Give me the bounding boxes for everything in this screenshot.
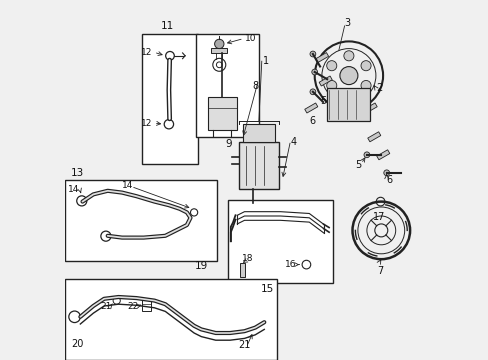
Bar — [239, 142, 278, 189]
Circle shape — [309, 51, 315, 57]
Circle shape — [309, 89, 315, 95]
Text: 5: 5 — [354, 160, 361, 170]
Circle shape — [326, 60, 336, 71]
Text: 17: 17 — [372, 212, 385, 222]
Bar — [376, 150, 389, 160]
Bar — [142, 34, 197, 164]
Text: 18: 18 — [241, 254, 253, 263]
Text: 21: 21 — [100, 302, 111, 311]
Bar — [228, 200, 332, 283]
Text: 12: 12 — [141, 48, 152, 57]
Bar — [240, 263, 244, 277]
Text: 9: 9 — [224, 139, 231, 149]
Text: 7: 7 — [376, 266, 383, 276]
Circle shape — [383, 170, 389, 176]
Text: 19: 19 — [194, 261, 207, 271]
Text: 2: 2 — [375, 83, 381, 93]
Bar — [319, 76, 331, 86]
Text: 1: 1 — [262, 56, 268, 66]
Bar — [315, 53, 328, 63]
Text: 13: 13 — [71, 168, 84, 178]
Bar — [142, 299, 151, 311]
Circle shape — [363, 152, 369, 158]
Circle shape — [339, 67, 357, 85]
Text: 14: 14 — [122, 181, 133, 190]
Circle shape — [326, 80, 336, 91]
Circle shape — [214, 39, 224, 49]
Bar — [364, 103, 376, 113]
Text: 16: 16 — [285, 260, 296, 269]
Text: 11: 11 — [160, 21, 173, 31]
Text: 8: 8 — [251, 81, 258, 91]
Text: 3: 3 — [344, 18, 350, 28]
Text: 4: 4 — [290, 137, 296, 147]
Bar — [64, 180, 217, 261]
Bar — [326, 88, 370, 121]
Bar — [367, 132, 380, 142]
Bar — [211, 48, 227, 53]
Circle shape — [360, 81, 370, 91]
Text: 5: 5 — [320, 96, 325, 106]
Circle shape — [343, 90, 353, 100]
Text: 10: 10 — [244, 34, 256, 43]
Text: 20: 20 — [71, 339, 83, 349]
Bar — [207, 97, 236, 130]
Bar — [242, 124, 275, 142]
Text: 15: 15 — [261, 284, 274, 294]
Text: 21: 21 — [238, 340, 250, 350]
Bar — [64, 279, 276, 360]
Text: 6: 6 — [309, 116, 315, 126]
Text: 12: 12 — [141, 119, 152, 128]
Text: 22: 22 — [127, 302, 138, 311]
Bar — [196, 34, 258, 137]
Circle shape — [311, 69, 317, 75]
Circle shape — [343, 51, 353, 61]
Text: 14: 14 — [68, 185, 80, 194]
Circle shape — [360, 60, 370, 71]
Text: 6: 6 — [386, 175, 392, 185]
Bar — [304, 103, 317, 113]
